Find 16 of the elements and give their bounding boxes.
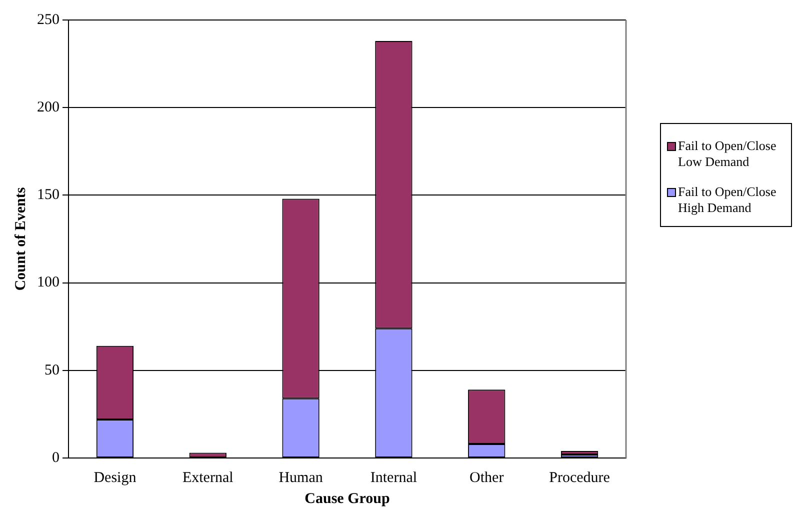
- x-tick-label: Design: [94, 470, 137, 486]
- y-axis-title: Count of Events: [12, 187, 29, 291]
- y-tick-label: 50: [44, 362, 60, 378]
- legend-label: Fail to Open/Close High Demand: [678, 184, 778, 216]
- y-tick-label: 150: [37, 187, 60, 204]
- y-tick-label: 0: [52, 450, 60, 466]
- y-tick-label: 250: [37, 12, 60, 28]
- x-tick-label: Other: [470, 470, 504, 486]
- x-tick-label: Human: [278, 470, 324, 486]
- x-tick-label: External: [182, 470, 234, 486]
- y-tick-label: 100: [37, 274, 60, 291]
- x-axis-title: Cause Group: [304, 490, 390, 507]
- y-tick-label: 200: [37, 100, 60, 116]
- x-tick-label: Procedure: [549, 470, 610, 486]
- x-tick-label: Internal: [370, 470, 418, 486]
- legend-label: Fail to Open/Close Low Demand: [678, 138, 778, 170]
